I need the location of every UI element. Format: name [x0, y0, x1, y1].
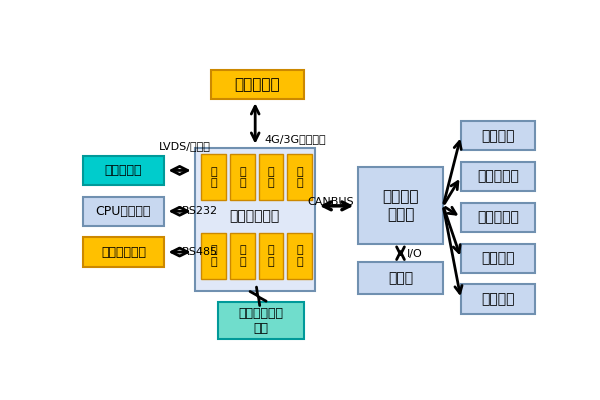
Text: 存
储: 存 储: [211, 166, 217, 188]
Bar: [287, 154, 312, 200]
Bar: [202, 154, 226, 200]
Bar: [83, 156, 164, 185]
Text: 电气保护: 电气保护: [481, 129, 515, 143]
Text: 车联网平台: 车联网平台: [235, 77, 280, 92]
Bar: [230, 233, 255, 279]
Bar: [287, 233, 312, 279]
Text: 与车辆交互: 与车辆交互: [477, 170, 519, 184]
Bar: [358, 167, 443, 244]
Bar: [230, 154, 255, 200]
Text: 计
量: 计 量: [211, 245, 217, 267]
Text: 其他装置: 其他装置: [481, 292, 515, 306]
Bar: [195, 148, 315, 290]
Bar: [218, 302, 304, 339]
Text: 定
位: 定 位: [268, 245, 274, 267]
Bar: [461, 244, 535, 273]
Bar: [461, 121, 535, 150]
Text: 接触器: 接触器: [388, 271, 413, 285]
Text: CANBUS: CANBUS: [307, 197, 354, 207]
Text: RS232: RS232: [182, 206, 218, 216]
Bar: [211, 70, 304, 99]
Text: 控
制: 控 制: [296, 245, 303, 267]
Bar: [83, 197, 164, 226]
Bar: [358, 262, 443, 294]
Text: 4G/3G，以太网: 4G/3G，以太网: [265, 134, 326, 144]
Text: 计
费: 计 费: [239, 245, 246, 267]
Text: RS485: RS485: [182, 247, 218, 257]
Text: CPU卡读卡器: CPU卡读卡器: [96, 205, 151, 218]
Text: 通
信: 通 信: [296, 166, 303, 188]
Text: I/O: I/O: [407, 249, 422, 259]
Text: 加
密: 加 密: [239, 166, 246, 188]
Text: LVDS/并口等: LVDS/并口等: [158, 141, 211, 151]
Text: 其他外接输入
模块: 其他外接输入 模块: [239, 306, 284, 334]
Text: 充电设备
控制器: 充电设备 控制器: [382, 190, 419, 222]
Bar: [461, 284, 535, 314]
Text: 计费控制单元: 计费控制单元: [230, 209, 280, 223]
Text: 环境控制: 环境控制: [481, 251, 515, 265]
Bar: [461, 203, 535, 232]
Bar: [259, 233, 283, 279]
Text: 交直流变换: 交直流变换: [477, 210, 519, 224]
Text: 显示和输入: 显示和输入: [104, 164, 142, 177]
Bar: [259, 154, 283, 200]
Bar: [461, 162, 535, 191]
Text: 解
密: 解 密: [268, 166, 274, 188]
Text: 多功能电能表: 多功能电能表: [101, 246, 146, 258]
Bar: [202, 233, 226, 279]
Bar: [83, 238, 164, 267]
